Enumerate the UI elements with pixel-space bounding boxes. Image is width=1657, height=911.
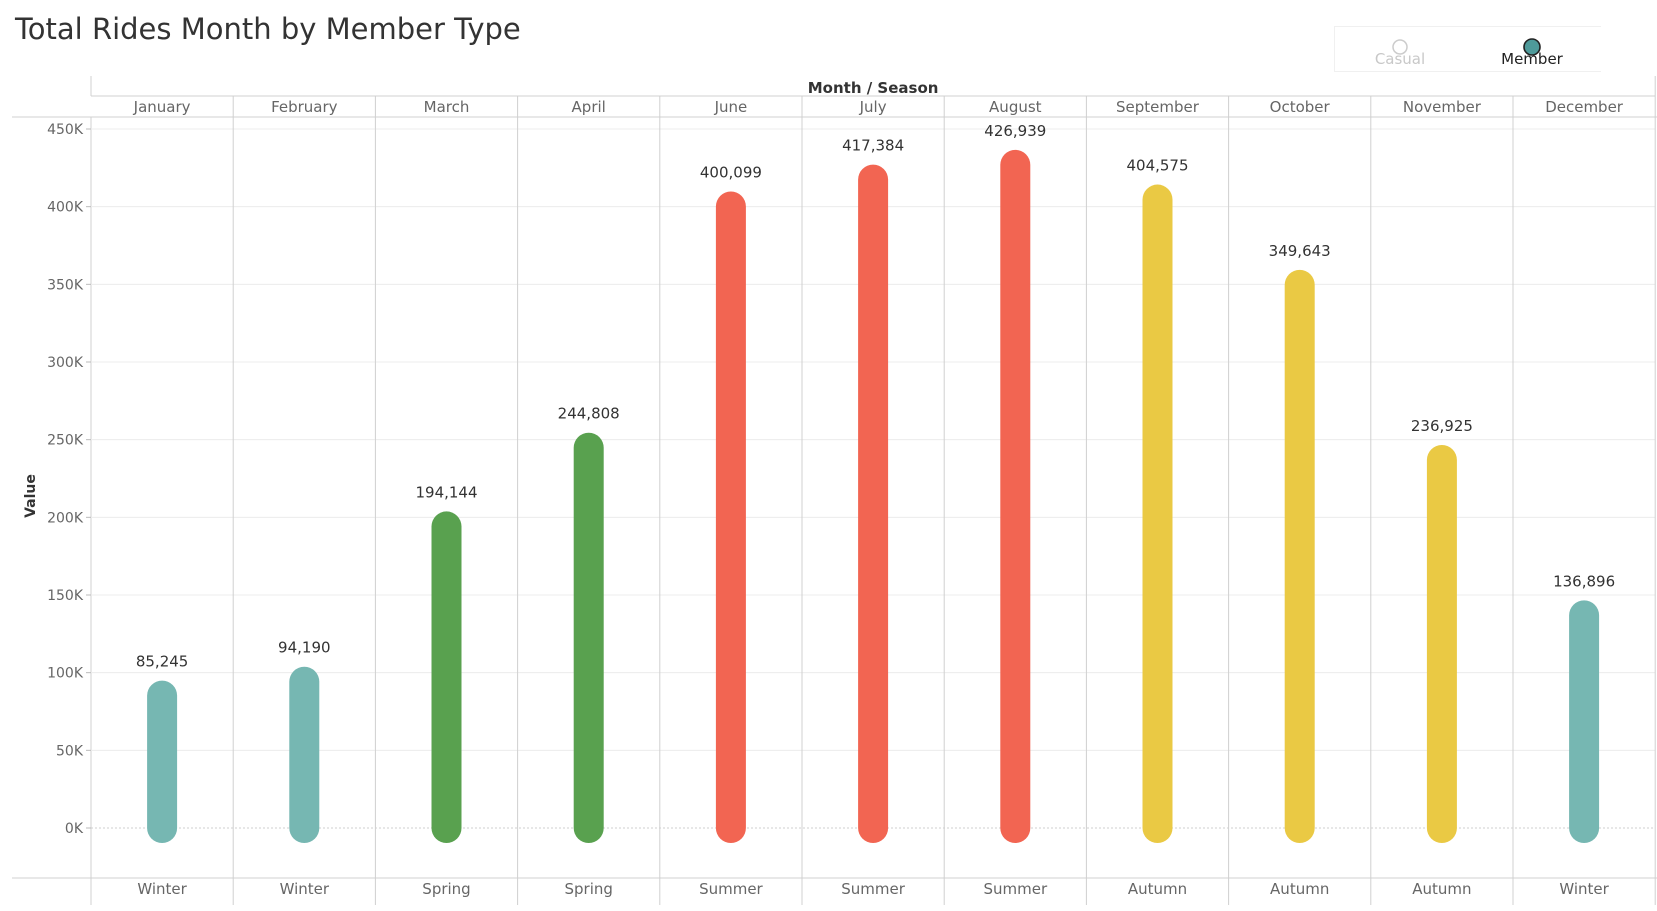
- y-tick-label: 0K: [65, 821, 84, 837]
- data-label: 417,384: [842, 137, 904, 155]
- season-label: Spring: [564, 880, 612, 898]
- season-label: Winter: [1559, 880, 1609, 898]
- month-label: August: [989, 98, 1042, 116]
- month-label: April: [572, 98, 606, 116]
- legend-marker-casual: [1392, 39, 1408, 55]
- y-tick-label: 150K: [47, 588, 84, 604]
- legend-marker-member: [1523, 38, 1541, 56]
- data-label: 404,575: [1126, 157, 1188, 175]
- legend-label-casual: Casual: [1375, 50, 1425, 68]
- bar: [289, 666, 320, 843]
- month-label: March: [424, 98, 470, 116]
- month-label: September: [1116, 98, 1200, 116]
- season-label: Spring: [422, 880, 470, 898]
- data-label: 400,099: [700, 164, 762, 182]
- data-label: 349,643: [1269, 242, 1331, 260]
- season-label: Summer: [841, 880, 905, 898]
- month-label: December: [1545, 98, 1624, 116]
- y-tick-label: 300K: [47, 355, 84, 371]
- bar: [1284, 269, 1315, 843]
- chart-title: Total Rides Month by Member Type: [15, 12, 521, 46]
- season-label: Summer: [699, 880, 763, 898]
- data-label: 236,925: [1411, 417, 1473, 435]
- y-axis-title: Value: [23, 474, 39, 518]
- data-label: 94,190: [278, 639, 331, 657]
- legend: [1334, 26, 1601, 72]
- bar: [573, 432, 604, 843]
- bar: [1569, 600, 1600, 843]
- season-label: Winter: [137, 880, 187, 898]
- bar: [147, 680, 178, 843]
- legend-label-member: Member: [1501, 50, 1564, 68]
- month-label: July: [859, 98, 887, 116]
- bar: [431, 511, 462, 843]
- season-label: Autumn: [1412, 880, 1471, 898]
- bar: [1000, 149, 1031, 844]
- month-label: October: [1270, 98, 1331, 116]
- season-label: Summer: [983, 880, 1047, 898]
- season-label: Winter: [280, 880, 330, 898]
- y-tick-label: 200K: [47, 510, 84, 526]
- y-tick-label: 250K: [47, 433, 84, 449]
- y-tick-label: 400K: [47, 200, 84, 216]
- month-label: February: [271, 98, 338, 116]
- data-label: 426,939: [984, 122, 1046, 140]
- season-label: Autumn: [1128, 880, 1187, 898]
- month-label: January: [133, 98, 191, 116]
- y-tick-label: 350K: [47, 277, 84, 293]
- bar: [858, 164, 889, 843]
- month-label: November: [1403, 98, 1482, 116]
- y-tick-label: 50K: [56, 743, 84, 759]
- data-label: 85,245: [136, 653, 189, 671]
- column-header: Month / Season: [808, 79, 939, 97]
- data-label: 136,896: [1553, 572, 1615, 590]
- y-tick-label: 450K: [47, 122, 84, 138]
- bar: [1426, 444, 1457, 843]
- month-label: June: [714, 98, 748, 116]
- bar: [1142, 184, 1173, 843]
- bar: [715, 191, 746, 844]
- y-tick-label: 100K: [47, 666, 84, 682]
- data-label: 194,144: [415, 483, 477, 501]
- data-label: 244,808: [558, 405, 620, 423]
- season-label: Autumn: [1270, 880, 1329, 898]
